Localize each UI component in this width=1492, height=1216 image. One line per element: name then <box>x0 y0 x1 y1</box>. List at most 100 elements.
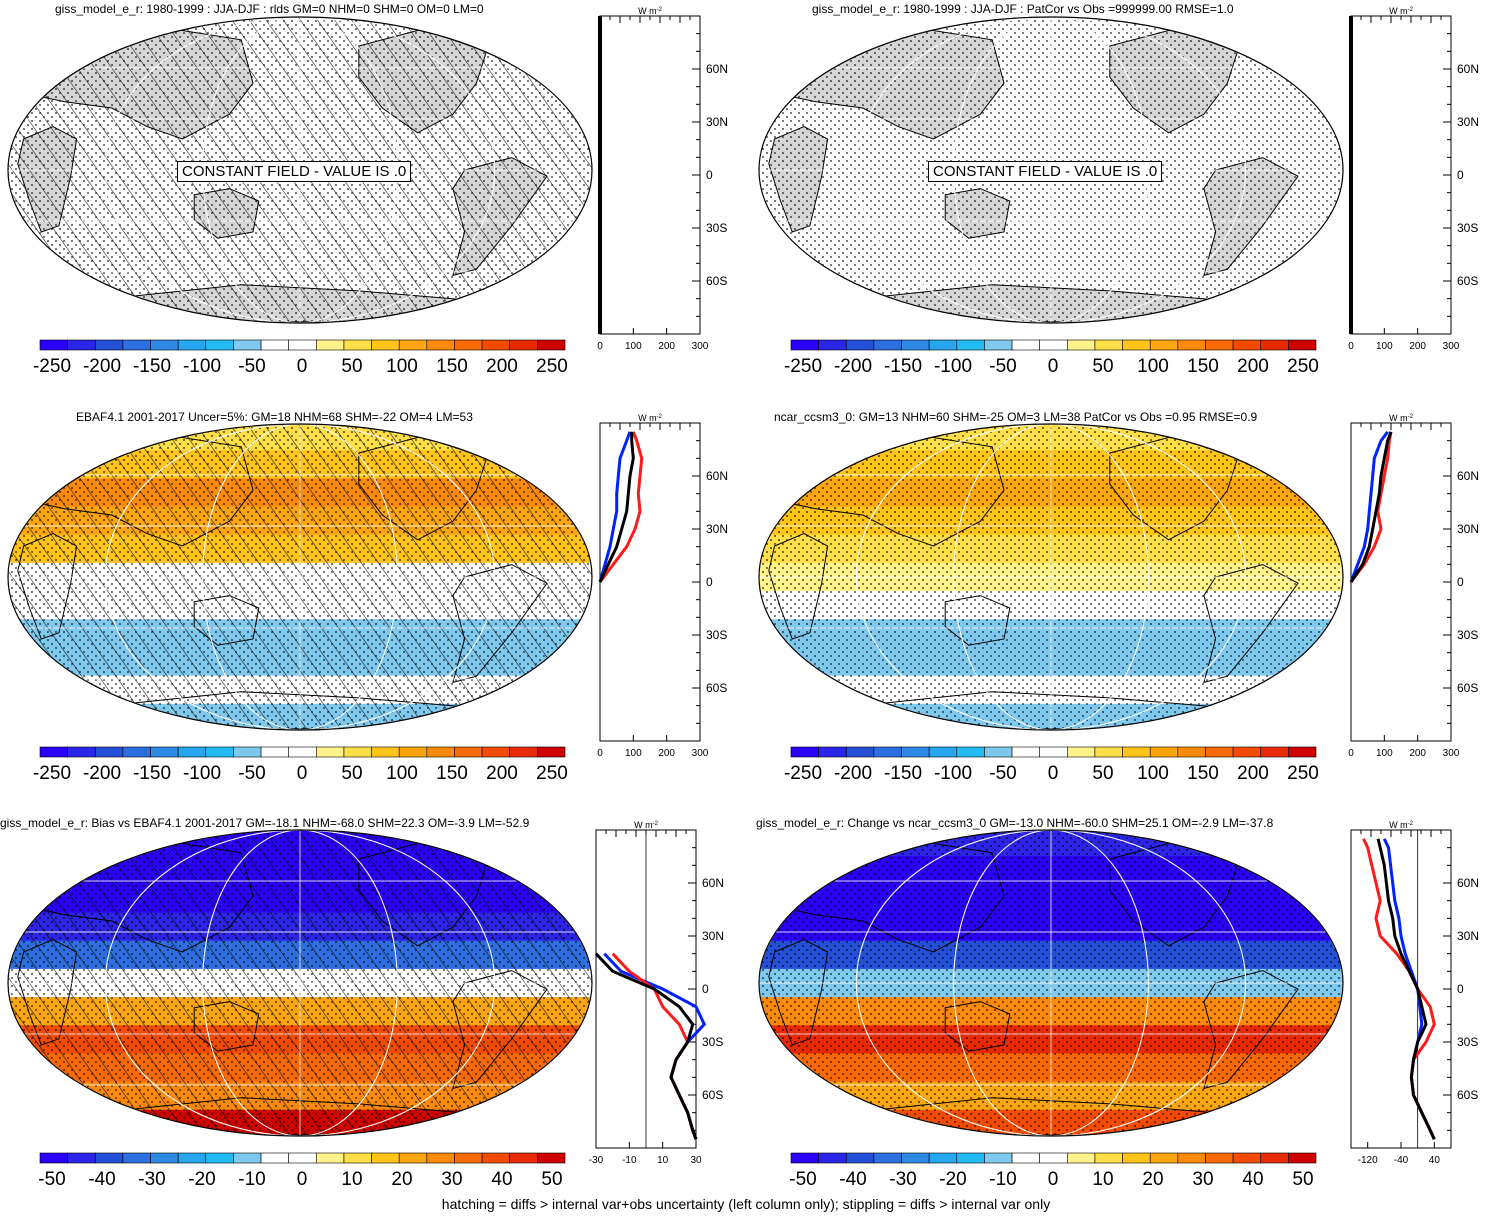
colorbar-svg: -250 -200 -150 -100 -50 0 50 100 150 200 250 <box>784 746 1319 784</box>
footer-caption: hatching = diffs > internal var+obs unce… <box>441 1196 1051 1212</box>
panel-2-constant-field-label: CONSTANT FIELD - VALUE IS .0 <box>928 161 1163 182</box>
colorbar-tick-label: -200 <box>834 356 872 377</box>
colorbar-swatch <box>233 339 262 351</box>
colorbar-swatch <box>1011 746 1040 758</box>
colorbar-swatch <box>928 339 958 351</box>
colorbar-swatch <box>1011 1152 1040 1164</box>
colorbar-swatch <box>818 1152 847 1164</box>
panel-6-colorbar: -50 -40 -30 -20 -10 0 10 20 30 40 50 <box>789 1152 1321 1195</box>
colorbar-swatch <box>343 1152 372 1164</box>
profile-unit-label: W m-2 <box>638 6 662 16</box>
panel-2-title: giss_model_e_r: 1980-1999 : JJA-DJF : Pa… <box>812 2 1234 16</box>
panel-4-zonal-profile: W m-2 60N 30N 0 30S 60S 0 100 200 300 <box>1347 413 1492 759</box>
map-svg <box>758 423 1344 731</box>
colorbar-tick-label: 20 <box>1142 1169 1163 1190</box>
colorbar-tick-label: 20 <box>391 1169 412 1190</box>
profile-unit-label: W m-2 <box>1389 6 1413 16</box>
profile-line-black <box>598 431 635 583</box>
colorbar-tick-label: -50 <box>989 356 1016 377</box>
lat-tick-label: 60S <box>706 681 727 695</box>
colorbar-svg: -250 -200 -150 -100 -50 0 50 100 150 200 250 <box>33 746 568 784</box>
colorbar-swatch <box>67 1152 96 1164</box>
colorbar-swatch <box>233 746 262 758</box>
lat-tick-label: 30S <box>1457 1035 1478 1049</box>
colorbar-swatch <box>1205 339 1234 351</box>
panel-1-colorbar: -250 -200 -150 -100 -50 0 50 100 150 200 250 <box>33 339 570 382</box>
colorbar-tick-label: 40 <box>1242 1169 1263 1190</box>
colorbar-swatch <box>818 339 847 351</box>
colorbar-tick-label: 40 <box>491 1169 512 1190</box>
colorbar-swatch <box>122 1152 151 1164</box>
colorbar-tick-label: 200 <box>1237 763 1269 784</box>
panel-3-title: EBAF4.1 2001-2017 Uncer=5%: GM=18 NHM=68… <box>76 410 473 424</box>
colorbar-tick-label: 50 <box>1292 1169 1313 1190</box>
colorbar-swatch <box>94 339 124 351</box>
profile-svg: W m-2 60N 30N 0 30S 60S -30 -10 10 30 <box>589 820 724 1166</box>
colorbar-swatch <box>177 1152 207 1164</box>
profile-x-tick-label: -120 <box>1358 1155 1378 1166</box>
colorbar-tick-label: -40 <box>88 1169 115 1190</box>
colorbar-swatch <box>790 1152 819 1164</box>
colorbar-tick-label: -50 <box>238 763 265 784</box>
profile-line-blue <box>603 952 707 1140</box>
colorbar-svg: -50 -40 -30 -20 -10 0 10 20 30 40 50 <box>38 1152 566 1190</box>
colorbar-tick-label: 100 <box>1137 763 1169 784</box>
profile-x-tick-label: 0 <box>597 748 603 759</box>
colorbar-tick-label: -250 <box>33 763 71 784</box>
colorbar-tick-label: 50 <box>541 1169 562 1190</box>
colorbar-swatch <box>873 339 902 351</box>
lat-tick-label: 30S <box>706 221 727 235</box>
profile-svg: W m-2 60N 30N 0 30S 60S 0 100 200 300 <box>1348 413 1479 759</box>
lat-tick-label: 60S <box>702 1088 723 1102</box>
colorbar-swatch <box>1232 746 1262 758</box>
profile-unit-label: W m-2 <box>634 820 658 830</box>
colorbar-swatch <box>901 1152 930 1164</box>
lat-tick-label: 30S <box>702 1035 723 1049</box>
colorbar-swatch <box>39 1152 68 1164</box>
colorbar-swatch <box>67 339 96 351</box>
colorbar-swatch <box>205 746 234 758</box>
colorbar-tick-label: 0 <box>1048 356 1059 377</box>
profile-svg: W m-2 60N 30N 0 30S 60S 0 100 200 300 <box>597 6 728 352</box>
colorbar-tick-label: 30 <box>1192 1169 1213 1190</box>
colorbar-swatch <box>1205 746 1234 758</box>
colorbar-swatch <box>1232 339 1262 351</box>
colorbar-swatch <box>205 339 234 351</box>
profile-x-tick-label: 0 <box>1348 341 1354 352</box>
lat-tick-label: 30S <box>706 628 727 642</box>
colorbar-swatch <box>39 339 68 351</box>
profile-line-red <box>1349 431 1393 583</box>
panel-4-map <box>757 422 1345 732</box>
lat-tick-label: 0 <box>1457 982 1464 996</box>
colorbar-tick-label: -250 <box>784 356 822 377</box>
profile-line-red <box>598 431 644 583</box>
profile-svg: W m-2 60N 30N 0 30S 60S 0 100 200 300 <box>1348 6 1479 352</box>
colorbar-swatch <box>1094 746 1123 758</box>
colorbar-swatch <box>956 339 985 351</box>
lat-tick-label: 30N <box>702 929 724 943</box>
colorbar-swatch <box>454 746 483 758</box>
colorbar-swatch <box>150 1152 179 1164</box>
profile-x-tick-label: 30 <box>690 1155 702 1166</box>
colorbar-swatch <box>818 746 847 758</box>
lat-tick-label: 60S <box>1457 1088 1478 1102</box>
colorbar-swatch <box>205 1152 234 1164</box>
profile-line-blue <box>1349 430 1389 583</box>
profile-line-blue <box>598 431 632 583</box>
panel-3-zonal-profile: W m-2 60N 30N 0 30S 60S 0 100 200 300 <box>596 413 766 759</box>
lat-tick-label: 30N <box>706 115 728 129</box>
panel-3-colorbar: -250 -200 -150 -100 -50 0 50 100 150 200 250 <box>33 746 570 789</box>
profile-x-tick-label: 300 <box>1443 341 1460 352</box>
colorbar-swatch <box>509 1152 538 1164</box>
panel-6-zonal-profile: W m-2 60N 30N 0 30S 60S -120 -40 40 <box>1347 820 1492 1166</box>
colorbar-swatch <box>288 746 317 758</box>
colorbar-swatch <box>1067 1152 1096 1164</box>
colorbar-tick-label: -50 <box>789 1169 816 1190</box>
profile-line-red <box>1362 838 1436 1140</box>
colorbar-tick-label: 50 <box>341 356 362 377</box>
lat-tick-label: 30N <box>1457 929 1479 943</box>
colorbar-swatch <box>343 746 372 758</box>
colorbar-swatch <box>984 746 1013 758</box>
profile-line-black <box>594 952 698 1140</box>
colorbar-swatch <box>1011 339 1040 351</box>
